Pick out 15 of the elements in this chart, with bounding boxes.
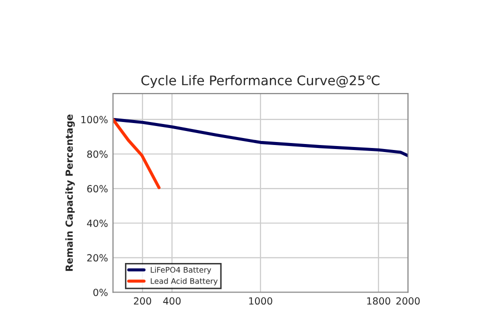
x-tick-label: 400 <box>163 297 181 305</box>
chart-title: Cycle Life Performance Curve@25℃ <box>141 75 380 88</box>
y-axis-title: Remain Capacity Percentage <box>65 114 75 271</box>
y-tick-label: 80% <box>87 150 108 158</box>
x-tick-label: 1000 <box>249 297 272 305</box>
x-tick-label: 200 <box>134 297 152 305</box>
y-tick-label: 40% <box>87 220 108 227</box>
y-tick-label: 60% <box>87 185 108 192</box>
x-tick-label: 1800 <box>367 297 390 305</box>
x-tick-label: 2000 <box>396 297 420 305</box>
line-series <box>113 118 408 158</box>
y-tick-label: 0% <box>93 288 108 296</box>
line-series <box>113 118 161 190</box>
y-tick-label: 100% <box>81 116 108 124</box>
y-tick-label: 20% <box>87 254 108 262</box>
